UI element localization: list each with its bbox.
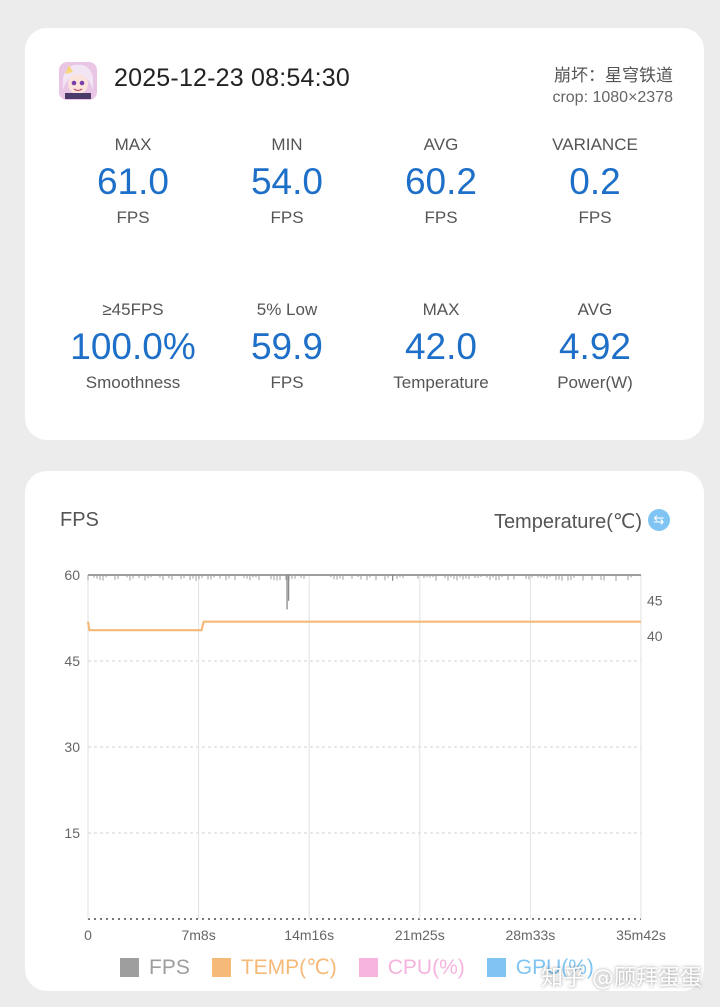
stat-value: 59.9 bbox=[250, 326, 323, 367]
stat-value: 54.0 bbox=[250, 161, 323, 202]
crop-resolution: crop: 1080×2378 bbox=[552, 89, 673, 106]
stat-avg-fps: AVG 60.2 FPS bbox=[366, 134, 516, 229]
legend-swatch bbox=[486, 958, 506, 977]
x-tick-label: 14m16s bbox=[284, 927, 334, 943]
legend-swatch bbox=[211, 958, 231, 977]
legend-label: FPS bbox=[149, 955, 190, 979]
legend-swatch bbox=[120, 958, 139, 977]
stat-value: 0.2 bbox=[569, 161, 621, 202]
stat-label: AVG bbox=[423, 135, 459, 154]
watermark: 知乎 @顾拜蛋蛋 bbox=[541, 966, 702, 991]
performance-chart: 60 45 30 15 0 7m8s 14m16s 21m25s 28m33s 35m42s 45 4… bbox=[64, 567, 666, 943]
chart-card: FPS Temperature(℃) ⇆ 60 45 30 15 0 7m8s 14m16s… bbox=[25, 471, 704, 991]
stat-unit: Power(W) bbox=[557, 373, 633, 392]
legend-item-fps[interactable]: FPS bbox=[120, 955, 190, 980]
stat-label: MIN bbox=[271, 135, 303, 154]
x-tick-label: 35m42s bbox=[616, 927, 666, 943]
stat-unit: FPS bbox=[578, 208, 612, 227]
x-tick-label: 7m8s bbox=[181, 927, 215, 943]
stat-value: 60.2 bbox=[404, 161, 477, 202]
y-right-tick-label: 40 bbox=[647, 628, 663, 644]
stat-unit: Temperature bbox=[393, 373, 489, 392]
stat-avg-power: AVG 4.92 Power(W) bbox=[520, 299, 670, 394]
stat-unit: FPS bbox=[270, 373, 304, 392]
y-left-tick-label: 45 bbox=[64, 653, 80, 669]
legend-swatch bbox=[358, 958, 378, 977]
stat-unit: FPS bbox=[116, 208, 150, 227]
stat-min-fps: MIN 54.0 FPS bbox=[212, 134, 362, 229]
stat-value: 42.0 bbox=[404, 326, 477, 367]
x-tick-label: 28m33s bbox=[505, 927, 555, 943]
legend-label: CPU(%) bbox=[387, 955, 465, 979]
y-left-tick-label: 15 bbox=[64, 825, 80, 841]
stat-unit: Smoothness bbox=[85, 373, 181, 392]
legend-item-gpu[interactable]: GPU(%) bbox=[486, 955, 594, 980]
stat-label: MAX bbox=[114, 135, 152, 154]
legend-label: GPU(%) bbox=[515, 955, 594, 979]
stat-unit: FPS bbox=[270, 208, 304, 227]
y-left-tick-label: 60 bbox=[64, 567, 80, 583]
chart-right-axis-title: Temperature(℃) bbox=[493, 511, 642, 533]
stat-max-temperature: MAX 42.0 Temperature bbox=[366, 299, 516, 394]
stat-label: 5% Low bbox=[256, 300, 318, 319]
x-tick-label: 0 bbox=[84, 927, 92, 943]
game-title: 崩坏：星穹铁道 bbox=[554, 66, 673, 85]
stat-unit: FPS bbox=[424, 208, 458, 227]
legend-label: TEMP(℃) bbox=[240, 956, 337, 979]
chart-legend: FPS TEMP(℃) CPU(%) GPU(%) bbox=[120, 955, 616, 980]
stat-label: MAX bbox=[422, 300, 460, 319]
stat-label: AVG bbox=[577, 300, 613, 319]
x-tick-label: 21m25s bbox=[395, 927, 445, 943]
stat-label: ≥45FPS bbox=[102, 300, 164, 319]
legend-item-cpu[interactable]: CPU(%) bbox=[358, 955, 465, 980]
legend-item-temp[interactable]: TEMP(℃) bbox=[211, 955, 337, 980]
stat-5pct-low: 5% Low 59.9 FPS bbox=[212, 299, 362, 394]
temperature-series-line bbox=[86, 620, 641, 632]
stat-smoothness: ≥45FPS 100.0% Smoothness bbox=[58, 299, 208, 394]
y-left-tick-label: 30 bbox=[64, 739, 80, 755]
stat-label: VARIANCE bbox=[552, 135, 638, 154]
stat-value: 61.0 bbox=[96, 161, 169, 202]
stat-variance-fps: VARIANCE 0.2 FPS bbox=[520, 134, 670, 229]
game-avatar-icon bbox=[59, 62, 97, 100]
summary-card: 2025-12-23 08:54:30 崩坏：星穹铁道 crop: 1080×2… bbox=[25, 28, 704, 440]
capture-datetime: 2025-12-23 08:54:30 bbox=[114, 64, 350, 92]
stat-value: 4.92 bbox=[558, 326, 631, 367]
swap-arrows-icon[interactable]: ⇆ bbox=[648, 509, 670, 531]
y-right-tick-label: 45 bbox=[647, 592, 663, 608]
stat-max-fps: MAX 61.0 FPS bbox=[58, 134, 208, 229]
stat-value: 100.0% bbox=[70, 326, 196, 367]
chart-left-axis-title: FPS bbox=[60, 509, 99, 531]
